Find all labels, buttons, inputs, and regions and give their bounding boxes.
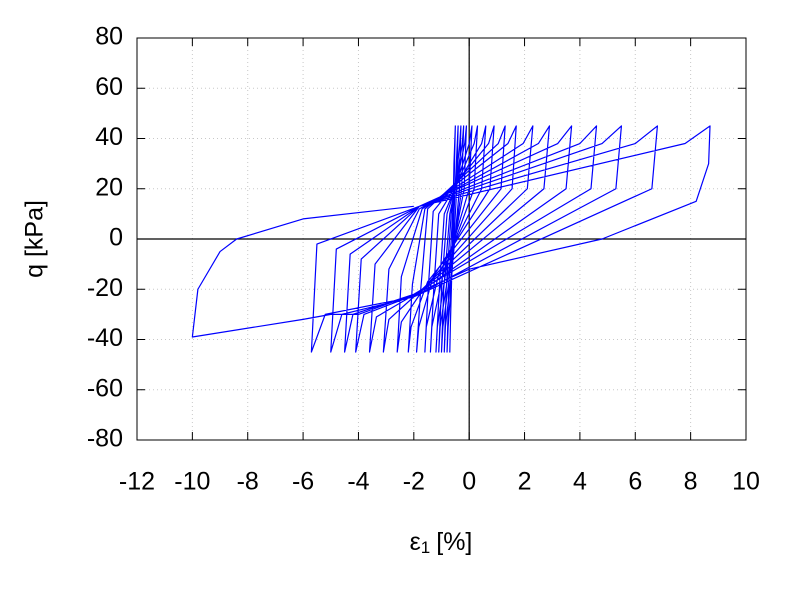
x-tick-label: 8 [684, 468, 698, 496]
y-tick-label: 40 [95, 123, 123, 151]
x-tick-label: -10 [174, 468, 210, 496]
y-tick-label: -60 [87, 374, 123, 402]
x-tick-label: -8 [237, 468, 259, 496]
x-tick-label: 4 [573, 468, 587, 496]
y-tick-label: -20 [87, 274, 123, 302]
x-tick-label: 10 [732, 468, 760, 496]
x-tick-label: -12 [119, 468, 155, 496]
y-tick-label: -80 [87, 425, 123, 453]
x-tick-label: 2 [518, 468, 532, 496]
x-tick-label: -6 [292, 468, 314, 496]
y-tick-label: 60 [95, 73, 123, 101]
y-tick-label: 0 [109, 224, 123, 252]
y-tick-label: -40 [87, 324, 123, 352]
x-axis-label: ε1 [%] [410, 528, 473, 558]
y-tick-label: 20 [95, 173, 123, 201]
x-label-symbol: ε [410, 528, 421, 556]
x-tick-label: -4 [347, 468, 369, 496]
y-axis-label: q [kPa] [21, 200, 49, 278]
x-tick-label: -2 [403, 468, 425, 496]
data-line [191, 125, 711, 353]
x-label-unit: [%] [436, 528, 472, 556]
plot-border [136, 37, 747, 441]
y-tick-label: 80 [95, 23, 123, 51]
x-tick-label: 6 [628, 468, 642, 496]
x-tick-label: 0 [462, 468, 476, 496]
x-label-subscript: 1 [421, 538, 430, 557]
